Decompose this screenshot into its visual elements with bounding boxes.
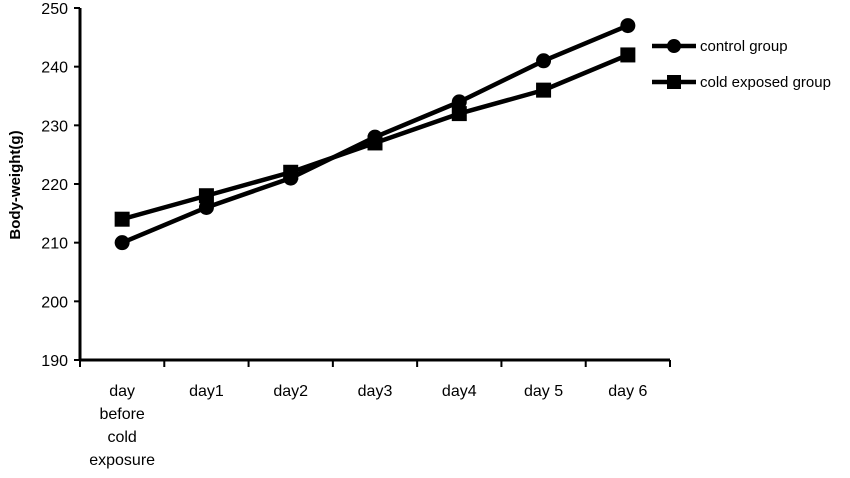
y-tick-label: 200 xyxy=(41,294,68,311)
data-point xyxy=(620,47,636,63)
legend: control group cold exposed group xyxy=(652,38,831,91)
data-point xyxy=(198,199,214,215)
x-tick-label-line: day3 xyxy=(358,383,393,400)
y-tick-label: 240 xyxy=(41,60,68,77)
y-tick-label: 230 xyxy=(41,118,68,135)
data-point xyxy=(114,235,130,251)
x-tick-label-line: day4 xyxy=(442,383,477,400)
legend-label: cold exposed group xyxy=(700,74,831,91)
x-tick-label-line: day xyxy=(109,383,135,400)
x-tick-label: day before cold exposure xyxy=(89,383,155,469)
series-control-group xyxy=(114,18,636,251)
x-tick-label-line: before xyxy=(99,406,144,423)
x-tick-label-line: exposure xyxy=(89,452,155,469)
x-tick-label: day3 xyxy=(358,383,393,400)
legend-item: cold exposed group xyxy=(652,74,831,91)
x-tick-label: day2 xyxy=(273,383,308,400)
y-tick-label: 210 xyxy=(41,236,68,253)
legend-label: control group xyxy=(700,38,788,55)
x-tick-label-line: day1 xyxy=(189,383,224,400)
data-point xyxy=(367,135,383,151)
legend-item: control group xyxy=(652,38,788,55)
x-axis: day before cold exposure day1 day2 day3 day4 day… xyxy=(79,358,671,469)
x-tick-label-line: cold xyxy=(107,429,136,446)
data-point xyxy=(451,106,467,122)
data-point xyxy=(620,18,636,34)
series-cold-exposed-group xyxy=(114,47,636,227)
y-tick-label: 250 xyxy=(41,1,68,18)
data-point xyxy=(114,211,130,227)
legend-marker xyxy=(667,39,681,53)
series-layer xyxy=(114,18,636,251)
x-tick-label: day 5 xyxy=(524,383,563,400)
x-tick-label-line: day2 xyxy=(273,383,308,400)
y-axis: 190 200 210 220 230 240 250 xyxy=(41,1,82,370)
x-tick-label: day4 xyxy=(442,383,477,400)
data-point xyxy=(198,188,214,204)
y-tick-label: 220 xyxy=(41,177,68,194)
x-tick-label: day1 xyxy=(189,383,224,400)
x-tick-label-line: day 5 xyxy=(524,383,563,400)
x-tick-label: day 6 xyxy=(608,383,647,400)
legend-marker xyxy=(667,75,681,89)
data-point xyxy=(536,53,552,69)
data-point xyxy=(451,94,467,110)
data-point xyxy=(283,164,299,180)
y-axis-label: Body-weight(g) xyxy=(7,130,24,239)
y-tick-label: 190 xyxy=(41,353,68,370)
data-point xyxy=(536,82,552,98)
x-tick-label-line: day 6 xyxy=(608,383,647,400)
